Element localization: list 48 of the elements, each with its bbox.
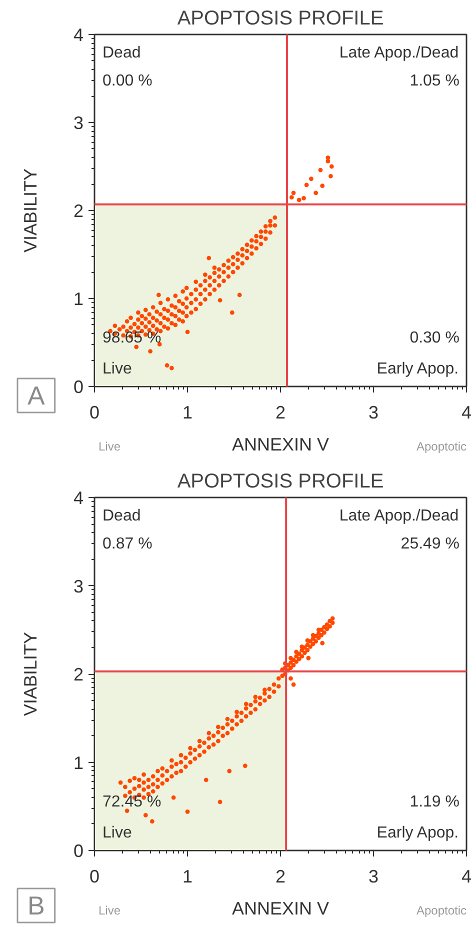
annotation: 0.00 %: [102, 72, 152, 90]
text: Apoptotic: [416, 440, 467, 454]
text: Apoptotic: [416, 904, 467, 918]
y-tick-label: 0: [73, 841, 84, 861]
annotation: 25.49 %: [400, 536, 460, 552]
y-tick-label: 4: [73, 25, 84, 45]
x-tick-label: 4: [461, 402, 472, 422]
x-tick-label: 0: [89, 866, 100, 886]
x-tick-label: 3: [368, 866, 379, 886]
y-tick-label: 3: [73, 113, 84, 133]
x-axis-title: ANNEXIN V: [232, 898, 330, 918]
annotation: Late Apop./Dead: [339, 44, 459, 62]
x-tick-label: 0: [89, 402, 100, 422]
y-tick-label: 2: [73, 201, 84, 221]
y-tick-label: 3: [73, 576, 84, 596]
text: Live: [98, 904, 121, 918]
annotation: Dead: [102, 44, 141, 62]
annotation: Live: [102, 824, 132, 842]
x-tick-label: 2: [275, 866, 286, 886]
chart-title: APOPTOSIS PROFILE: [177, 8, 384, 30]
x-tick-label: 4: [461, 866, 472, 886]
y-tick-label: 2: [73, 664, 84, 684]
y-tick-label: 4: [73, 488, 84, 508]
annotation: Live: [102, 360, 132, 378]
annotation: 1.05 %: [410, 72, 460, 90]
x-tick-label: 3: [368, 402, 379, 422]
annotation: Dead: [102, 508, 141, 524]
y-axis-title: VIABILITY: [20, 632, 40, 716]
annotation: Early Apop.: [376, 360, 459, 378]
annotation: 0.30 %: [410, 330, 460, 346]
x-axis-title: ANNEXIN V: [232, 434, 330, 454]
annotation: 1.19 %: [410, 794, 460, 810]
text: B: [28, 890, 45, 920]
annotation: 72.45 %: [102, 794, 162, 810]
annotation: Early Apop.: [376, 824, 459, 842]
x-tick-label: 1: [182, 402, 193, 422]
annotation: Late Apop./Dead: [339, 508, 459, 524]
y-tick-label: 1: [73, 752, 84, 773]
annotation: 0.87 %: [102, 536, 152, 552]
chart-title: APOPTOSIS PROFILE: [177, 470, 384, 492]
y-axis-title: VIABILITY: [20, 168, 40, 253]
y-tick-label: 1: [73, 289, 84, 309]
annotation: 98.65 %: [102, 330, 162, 346]
x-tick-label: 1: [182, 866, 193, 886]
text: Live: [98, 440, 121, 454]
x-tick-label: 2: [275, 402, 286, 422]
y-tick-label: 0: [73, 377, 84, 397]
text: A: [28, 380, 46, 410]
